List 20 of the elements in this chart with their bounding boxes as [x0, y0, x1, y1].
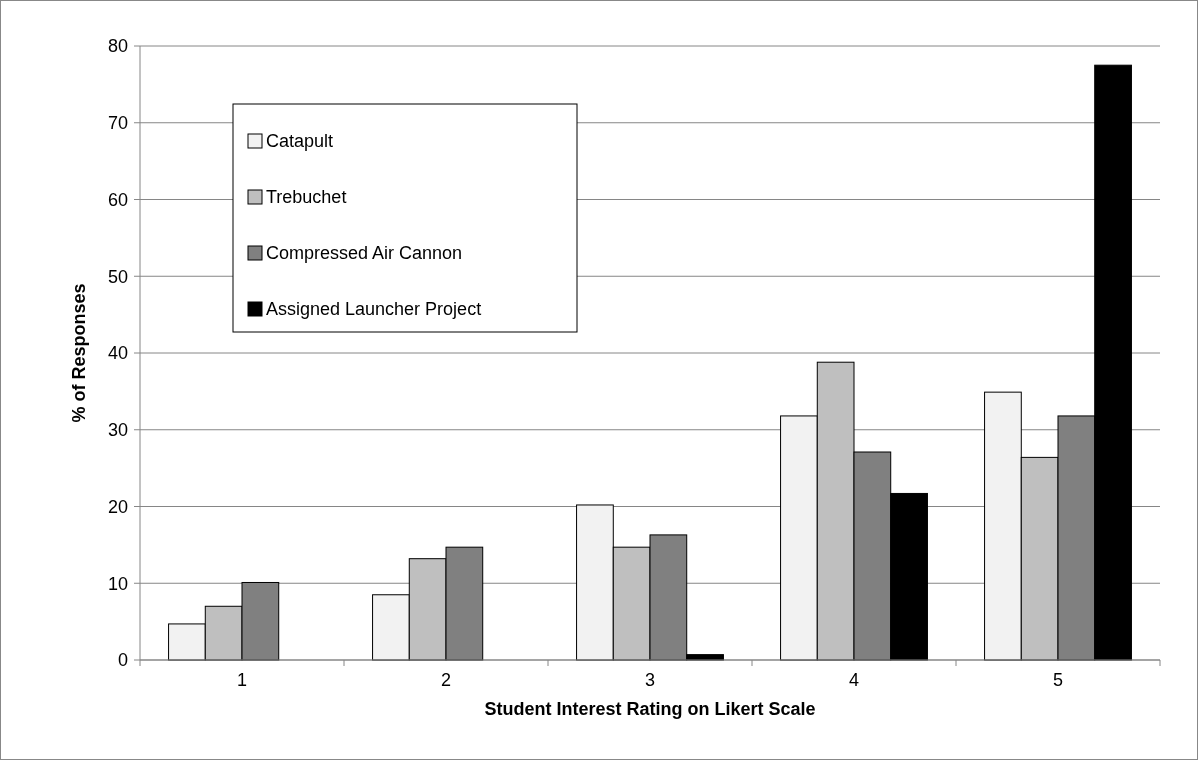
y-tick-label: 30: [107, 420, 128, 441]
y-tick-label: 10: [107, 573, 128, 594]
legend-label: Catapult: [266, 131, 334, 152]
y-axis-title: % of Responses: [69, 283, 89, 423]
x-tick-label: 3: [644, 670, 656, 690]
x-tick-label: 4: [848, 670, 860, 690]
x-tick-label: 1: [236, 670, 248, 690]
y-tick-label: 60: [107, 189, 128, 210]
y-tick-label: 40: [107, 343, 128, 364]
x-axis-title: Student Interest Rating on Likert Scale: [484, 699, 816, 719]
legend-label: Assigned Launcher Project: [266, 299, 482, 320]
legend-label: Compressed Air Cannon: [266, 243, 463, 264]
legend-label: Trebuchet: [266, 187, 347, 208]
y-tick-label: 80: [107, 36, 128, 57]
y-tick-label: 20: [107, 496, 128, 517]
x-tick-label: 5: [1052, 670, 1064, 690]
x-tick-label: 2: [440, 670, 452, 690]
y-tick-label: 50: [107, 266, 128, 287]
y-tick-label: 70: [107, 113, 128, 134]
y-tick-label: 0: [117, 650, 128, 671]
